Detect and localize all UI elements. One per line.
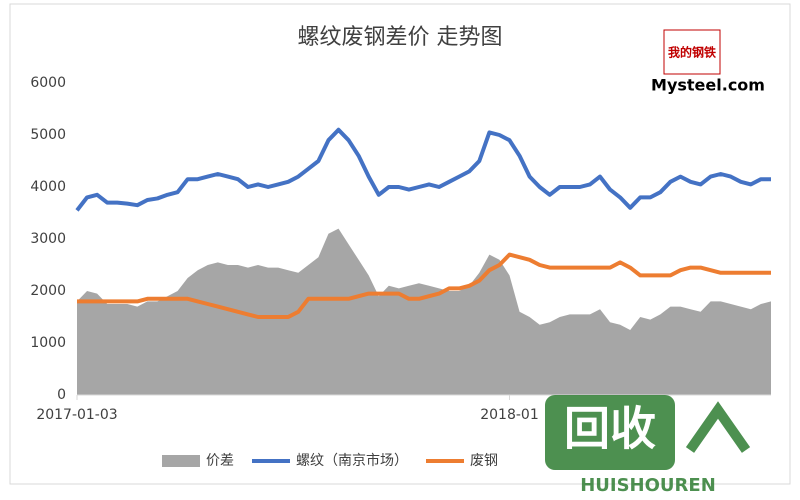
x-tick-label: 2018-01 — [480, 407, 539, 423]
logo-badge: 我的钢铁 — [668, 45, 716, 60]
y-tick-label: 4000 — [30, 179, 66, 195]
y-tick-label: 1000 — [30, 335, 66, 351]
line — [77, 252, 771, 319]
plot: 0 1000 2000 3000 4000 5000 6000 2017-01-03 2018-… — [30, 75, 771, 469]
watermark-icon: 回收 — [564, 402, 656, 456]
x-tick-label: 2017-01-03 — [36, 407, 117, 423]
logo: 我的钢铁 Mysteel.com — [651, 29, 765, 95]
y-tick-label: 3000 — [30, 231, 66, 247]
watermark-person — [685, 401, 751, 453]
y-tick-label: 6000 — [30, 75, 66, 91]
legend-swatch — [162, 455, 200, 467]
chart-title: 螺纹废钢差价 走势图 — [298, 25, 503, 50]
line — [75, 127, 771, 212]
watermark-box — [545, 395, 675, 470]
logo-text: Mysteel.com — [651, 76, 765, 95]
watermark: 回收 HUISHOUREN — [545, 395, 751, 496]
watermark-text: HUISHOUREN — [580, 475, 716, 496]
y-tick-label: 0 — [57, 387, 66, 403]
y-tick-label: 5000 — [30, 127, 66, 143]
y-tick-label: 2000 — [30, 283, 66, 299]
legend-label: 价差 — [206, 453, 234, 469]
area — [77, 228, 771, 395]
logo-badge-box — [663, 29, 721, 75]
legend-label: 螺纹（南京市场） — [296, 452, 408, 469]
legend-label: 废钢 — [470, 453, 498, 469]
